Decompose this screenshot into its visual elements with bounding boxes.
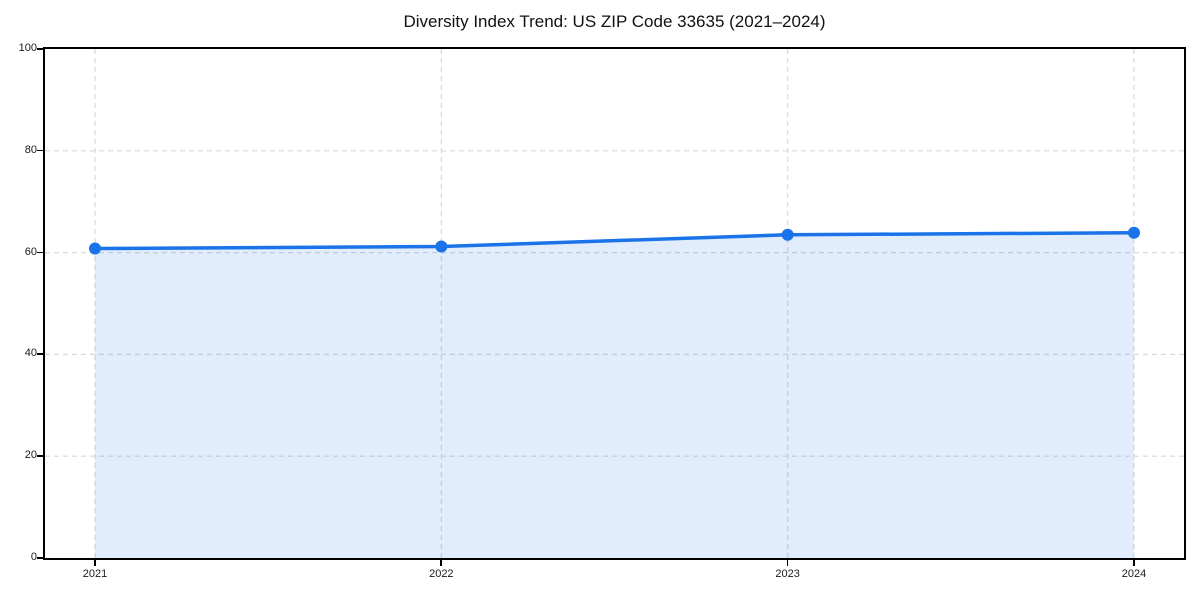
y-tick-label-60: 60 [24, 245, 37, 258]
x-tick-label-2023: 2023 [775, 568, 800, 580]
y-tick-mark-80 [37, 149, 43, 152]
x-tick-label-2022: 2022 [429, 568, 454, 580]
trend-line [94, 230, 1135, 251]
y-tick-mark-40 [37, 353, 43, 355]
y-tick-label-80: 80 [24, 143, 37, 156]
data-point-2021 [89, 242, 101, 255]
area-fill [95, 232, 1134, 558]
data-point-2022 [435, 240, 448, 253]
y-tick-label-40: 40 [24, 347, 37, 360]
y-tick-mark-60 [37, 251, 43, 254]
x-tick-mark-2024 [1133, 560, 1135, 566]
data-point-2024 [1128, 226, 1140, 239]
y-tick-label-100: 100 [18, 42, 37, 54]
y-tick-mark-0 [37, 557, 43, 559]
x-tick-mark-2021 [94, 560, 96, 566]
chart-title: Diversity Index Trend: US ZIP Code 33635… [403, 12, 826, 31]
x-tick-mark-2023 [786, 560, 789, 566]
y-tick-label-20: 20 [24, 449, 37, 462]
plot-area [43, 47, 1186, 560]
x-tick-label-2024: 2024 [1121, 568, 1147, 580]
y-tick-label-0: 0 [30, 551, 37, 563]
x-tick-mark-2022 [440, 560, 442, 566]
x-tick-label-2021: 2021 [82, 568, 108, 580]
y-tick-mark-20 [37, 455, 43, 457]
data-point-2023 [781, 228, 794, 241]
plot-svg [45, 49, 1184, 558]
y-tick-mark-100 [37, 48, 43, 50]
